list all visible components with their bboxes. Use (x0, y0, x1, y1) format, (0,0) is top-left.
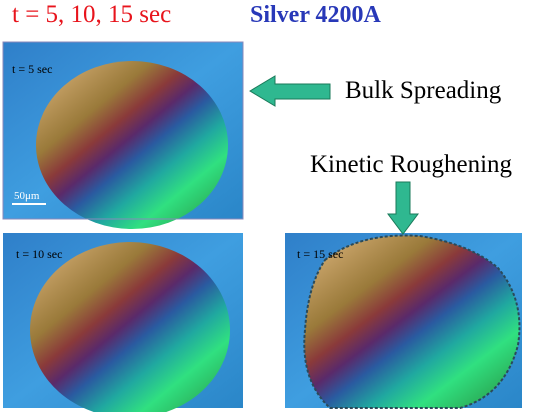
scale-bar: 50μm (14, 190, 40, 202)
annotation: Kinetic Roughening (310, 151, 513, 178)
arrow (249, 75, 331, 107)
micrograph: t = 5 sec 50μm (2, 41, 244, 229)
micrograph: t = 15 sec (285, 233, 522, 409)
sample-label: Silver 4200A (250, 2, 382, 28)
panel-label: t = 5 sec (12, 62, 52, 76)
panel-label: t = 15 sec (297, 247, 343, 261)
micrograph: t = 10 sec (3, 233, 243, 412)
annotation: Bulk Spreading (345, 77, 502, 104)
arrow (387, 181, 419, 235)
time-label: t = 5, 10, 15 sec (12, 1, 171, 28)
panel-label: t = 10 sec (16, 247, 62, 261)
